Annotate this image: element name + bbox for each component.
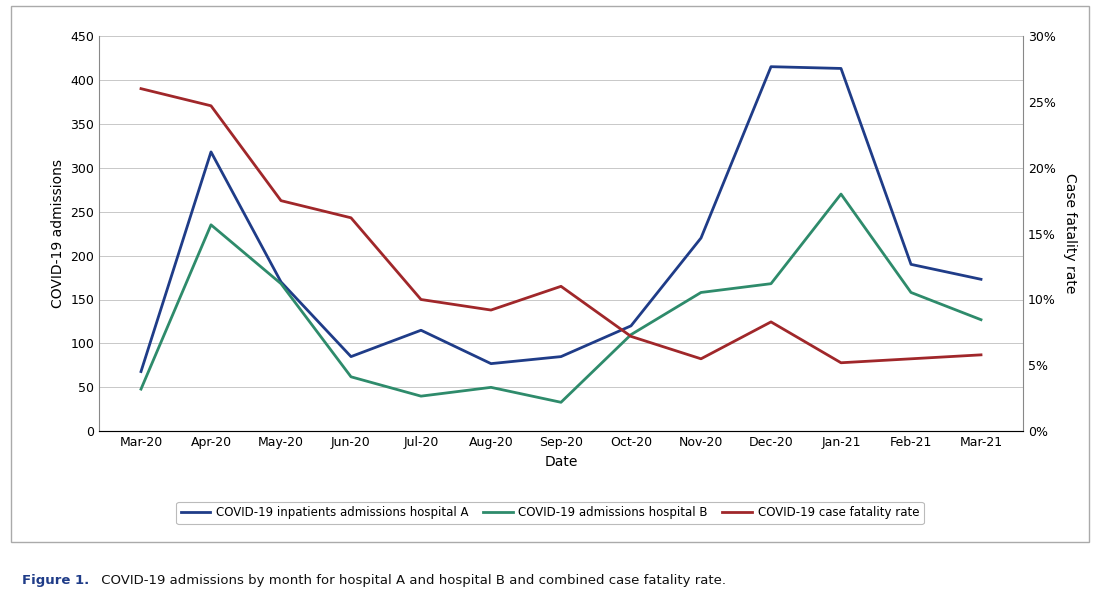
COVID-19 admissions hospital B [484,384,497,391]
COVID-19 case fatality rate [274,197,287,204]
Line: COVID-19 case fatality rate: COVID-19 case fatality rate [141,89,981,363]
COVID-19 inpatients admissions hospital A [274,279,287,286]
COVID-19 admissions hospital B [764,280,778,288]
Line: COVID-19 admissions hospital B: COVID-19 admissions hospital B [141,194,981,403]
COVID-19 admissions hospital B [415,392,428,400]
COVID-19 inpatients admissions hospital A [344,353,358,360]
COVID-19 inpatients admissions hospital A [694,234,707,241]
COVID-19 case fatality rate [904,355,917,362]
COVID-19 inpatients admissions hospital A [554,353,568,360]
COVID-19 case fatality rate [694,355,707,362]
COVID-19 inpatients admissions hospital A [904,261,917,268]
COVID-19 case fatality rate [344,214,358,222]
COVID-19 case fatality rate [764,318,778,325]
Y-axis label: Case fatality rate: Case fatality rate [1063,174,1077,294]
COVID-19 admissions hospital B [625,331,638,338]
COVID-19 admissions hospital B [835,190,848,198]
COVID-19 case fatality rate [205,102,218,110]
Text: Figure 1.: Figure 1. [22,574,89,587]
Text: COVID-19 admissions by month for hospital A and hospital B and combined case fat: COVID-19 admissions by month for hospita… [97,574,726,587]
COVID-19 inpatients admissions hospital A [484,360,497,367]
COVID-19 admissions hospital B [205,221,218,228]
COVID-19 inpatients admissions hospital A [764,63,778,70]
COVID-19 admissions hospital B [274,280,287,288]
COVID-19 case fatality rate [134,85,147,92]
COVID-19 case fatality rate [484,307,497,314]
Line: COVID-19 inpatients admissions hospital A: COVID-19 inpatients admissions hospital … [141,66,981,371]
COVID-19 inpatients admissions hospital A [415,326,428,334]
COVID-19 case fatality rate [625,333,638,340]
Legend: COVID-19 inpatients admissions hospital A, COVID-19 admissions hospital B, COVID: COVID-19 inpatients admissions hospital … [176,502,924,524]
COVID-19 inpatients admissions hospital A [205,149,218,156]
X-axis label: Date: Date [544,455,578,468]
COVID-19 inpatients admissions hospital A [134,368,147,375]
COVID-19 case fatality rate [835,359,848,367]
COVID-19 case fatality rate [415,296,428,303]
COVID-19 admissions hospital B [975,316,988,323]
Y-axis label: COVID-19 admissions: COVID-19 admissions [51,159,65,308]
COVID-19 case fatality rate [554,283,568,290]
COVID-19 admissions hospital B [554,399,568,406]
COVID-19 inpatients admissions hospital A [835,65,848,72]
COVID-19 inpatients admissions hospital A [625,322,638,329]
COVID-19 admissions hospital B [904,289,917,296]
COVID-19 admissions hospital B [134,386,147,393]
COVID-19 case fatality rate [975,351,988,358]
COVID-19 inpatients admissions hospital A [975,276,988,283]
COVID-19 admissions hospital B [344,373,358,380]
COVID-19 admissions hospital B [694,289,707,296]
